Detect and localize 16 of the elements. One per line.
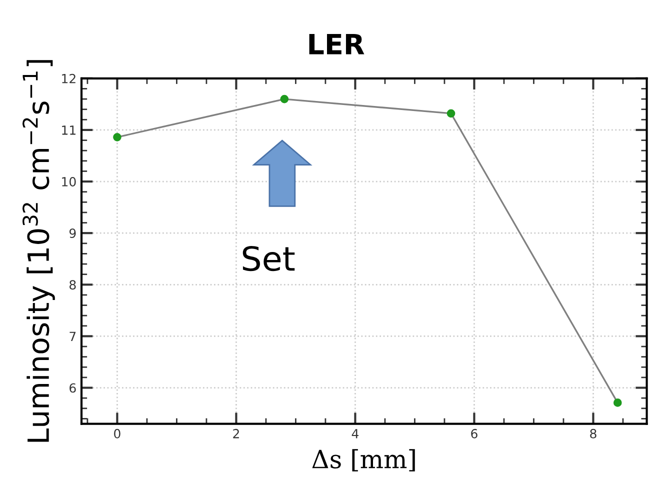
y-tick-label: 11 [62, 126, 76, 135]
x-tick-label: 4 [352, 429, 358, 438]
annotation: Set [242, 246, 295, 272]
y-tick-label: 8 [70, 280, 76, 290]
y-tick-label: 7 [70, 332, 76, 341]
y-tick-label: 10 [62, 176, 76, 186]
x-tick-label: 0 [114, 428, 120, 438]
x-tick-label: 8 [590, 428, 596, 438]
x-axis-title: Δs [mm] [312, 449, 415, 472]
x-tick-label: 6 [471, 428, 478, 438]
y-tick-label: 6 [70, 383, 76, 393]
chart-title: LER [309, 34, 364, 54]
y-tick-label: 12 [62, 74, 76, 84]
x-tick-label: 2 [233, 428, 239, 438]
y-tick-label: 9 [69, 228, 76, 238]
y-axis-title: Luminosity [10$^{32}$ cm$^{−2}$s$^{−1}$] [22, 60, 55, 442]
